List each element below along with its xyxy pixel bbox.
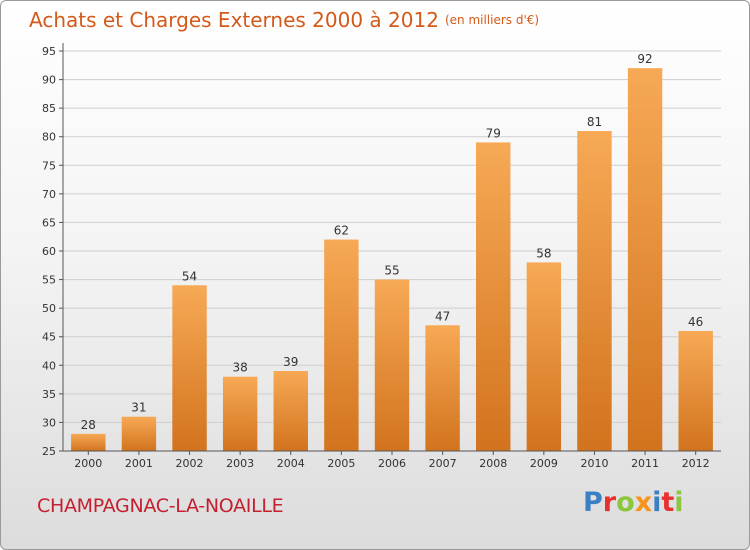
y-tick-label: 45 <box>42 331 56 344</box>
data-label-2011: 92 <box>637 52 652 66</box>
bar-2006 <box>374 279 410 451</box>
y-tick-label: 90 <box>42 74 56 87</box>
bar-2000 <box>71 433 106 451</box>
bar-2009 <box>526 262 562 451</box>
data-label-2009: 58 <box>536 246 551 260</box>
data-label-2002: 54 <box>182 269 197 283</box>
y-tick-label: 40 <box>42 359 56 372</box>
data-label-2006: 55 <box>384 264 399 278</box>
proxiti-logo[interactable]: Proxiti <box>583 487 684 518</box>
bar-2012 <box>678 331 713 451</box>
y-tick-label: 85 <box>42 102 56 115</box>
y-tick-label: 55 <box>42 274 56 287</box>
chart-subtitle: (en milliers d'€) <box>444 13 540 27</box>
logo-letter: P <box>583 487 603 518</box>
x-tick-label-2009: 2009 <box>530 457 558 470</box>
x-tick-label-2000: 2000 <box>74 457 102 470</box>
logo-letter: i <box>674 487 684 518</box>
data-label-2000: 28 <box>81 418 96 432</box>
x-tick-label-2002: 2002 <box>176 457 204 470</box>
y-tick-label: 60 <box>42 245 56 258</box>
x-tick-label-2003: 2003 <box>226 457 254 470</box>
bar-2002 <box>172 285 207 451</box>
data-label-2005: 62 <box>334 224 349 238</box>
data-label-2010: 81 <box>587 115 602 129</box>
bar-2001 <box>121 416 157 451</box>
data-label-2008: 79 <box>486 126 501 140</box>
x-tick-label-2012: 2012 <box>682 457 710 470</box>
x-tick-label-2004: 2004 <box>277 457 305 470</box>
y-tick-label: 35 <box>42 388 56 401</box>
logo-letter: i <box>652 487 662 518</box>
x-tick-label-2010: 2010 <box>580 457 608 470</box>
data-label-2001: 31 <box>131 401 146 415</box>
bar-2010 <box>577 131 612 451</box>
x-tick-label-2001: 2001 <box>125 457 153 470</box>
data-label-2007: 47 <box>435 309 450 323</box>
y-tick-label: 65 <box>42 216 56 229</box>
y-tick-label: 30 <box>42 416 56 429</box>
y-tick-label: 50 <box>42 302 56 315</box>
y-tick-label: 75 <box>42 159 56 172</box>
logo-letter: t <box>661 487 675 518</box>
axes <box>59 43 721 455</box>
bars <box>71 68 713 452</box>
y-tick-label: 80 <box>42 131 56 144</box>
x-tick-label-2006: 2006 <box>378 457 406 470</box>
x-tick-label-2005: 2005 <box>327 457 355 470</box>
y-tick-label: 95 <box>42 45 56 58</box>
bar-2003 <box>222 376 258 451</box>
logo-letter: o <box>616 487 635 518</box>
labels: 25 30 35 40 45 50 55 60 65 70 75 80 85 90 95 28 2000 31 20… <box>42 45 710 470</box>
bar-2007 <box>425 325 460 451</box>
data-label-2012: 46 <box>688 315 703 329</box>
y-tick-label: 25 <box>42 445 56 458</box>
bar-2008 <box>476 142 511 451</box>
bar-2005 <box>324 239 359 451</box>
bar-2004 <box>273 371 308 451</box>
logo-letter: x <box>634 487 653 518</box>
bar-2011 <box>627 68 663 452</box>
x-tick-label-2007: 2007 <box>429 457 457 470</box>
chart-title-text: Achats et Charges Externes 2000 à 2012 <box>29 8 439 32</box>
data-label-2004: 39 <box>283 355 298 369</box>
chart-title: Achats et Charges Externes 2000 à 2012 (e… <box>29 8 539 32</box>
commune-name: CHAMPAGNAC-LA-NOAILLE <box>37 495 284 517</box>
x-tick-label-2011: 2011 <box>631 457 659 470</box>
logo-letter: r <box>602 487 617 518</box>
y-tick-label: 70 <box>42 188 56 201</box>
x-tick-label-2008: 2008 <box>479 457 507 470</box>
data-label-2003: 38 <box>233 361 248 375</box>
